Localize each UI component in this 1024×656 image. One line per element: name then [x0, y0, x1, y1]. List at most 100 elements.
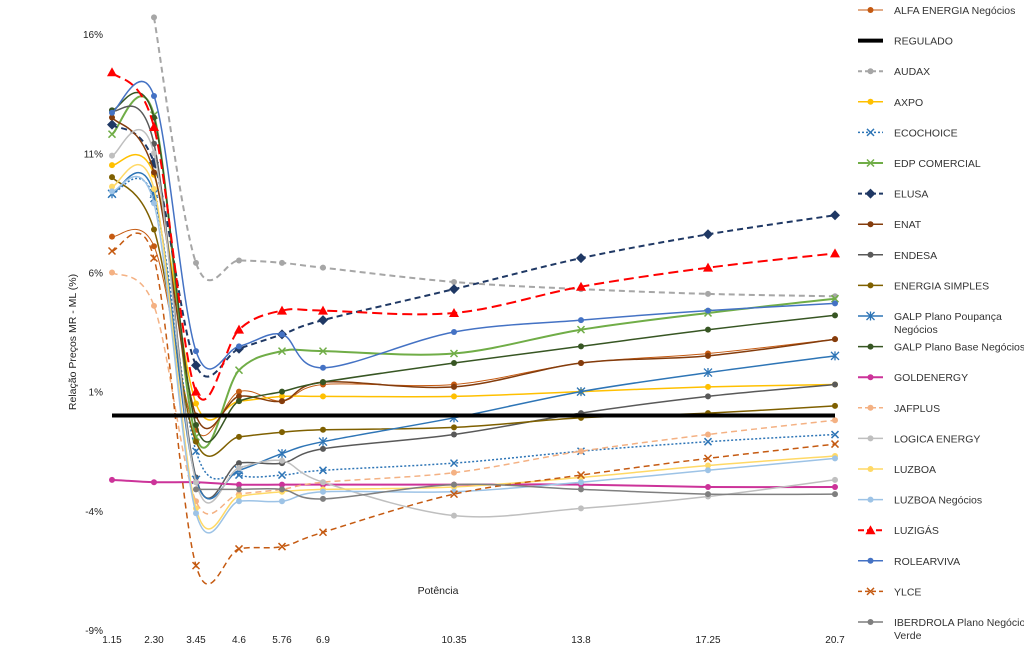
data-point	[318, 315, 328, 326]
data-point	[279, 486, 285, 493]
series-elusa	[107, 119, 840, 378]
data-point	[193, 400, 199, 407]
data-point	[451, 469, 457, 476]
data-point	[703, 454, 713, 463]
data-point	[279, 388, 285, 395]
series-line	[111, 153, 836, 421]
x-axis-title: Potência	[418, 585, 459, 597]
legend-label: ECOCHOICE	[894, 127, 958, 139]
data-point	[277, 347, 287, 356]
legend-marker	[866, 158, 875, 168]
legend-label: GALP Plano Base Negócios	[894, 342, 1024, 354]
data-point	[149, 122, 159, 132]
data-point	[451, 383, 457, 390]
data-point	[109, 269, 115, 276]
data-point	[832, 300, 838, 307]
data-point	[578, 317, 584, 324]
legend-label: REGULADO	[894, 36, 953, 48]
legend-marker	[867, 619, 874, 625]
data-point	[451, 278, 457, 285]
legend-item-audax: AUDAX	[858, 66, 930, 78]
data-point	[151, 226, 157, 233]
data-point	[109, 183, 115, 190]
legend-label: LUZIGÁS	[894, 524, 939, 537]
series-line	[111, 163, 836, 530]
data-point	[320, 488, 326, 495]
data-point	[451, 329, 457, 336]
legend-label: ENDESA	[894, 250, 937, 262]
data-point	[705, 491, 711, 498]
data-point	[576, 253, 586, 264]
legend-marker	[867, 7, 874, 13]
series-line	[111, 123, 836, 378]
series-enat	[109, 114, 838, 430]
series-alfa-energia-negocios	[109, 229, 838, 437]
legend-label: ELUSA	[894, 189, 928, 201]
legend-item-energia-simples: ENERGIA SIMPLES	[858, 280, 989, 292]
legend-item-axpo: AXPO	[858, 97, 923, 109]
data-point	[279, 331, 285, 338]
data-point	[705, 352, 711, 359]
data-point	[236, 398, 242, 405]
y-tick-label: 1%	[89, 388, 104, 399]
data-point	[236, 481, 242, 488]
legend-label: ENAT	[894, 219, 922, 231]
data-point	[109, 188, 115, 195]
data-point	[832, 312, 838, 319]
series-line	[111, 271, 836, 515]
x-tick-label: 6.9	[316, 635, 330, 646]
data-point	[318, 466, 328, 475]
data-point	[320, 364, 326, 371]
legend-item-luzboa-negocios: LUZBOA Negócios	[858, 495, 982, 507]
data-point	[234, 544, 244, 553]
series-line	[111, 128, 836, 518]
series-jafplus	[109, 269, 838, 515]
series-line	[111, 478, 836, 489]
legend-item-logica-energy: LOGICA ENERGY	[858, 433, 980, 445]
data-point	[193, 348, 199, 355]
data-point	[191, 386, 201, 396]
data-point	[451, 481, 457, 488]
legend-item-alfa-energia-negocios: ALFA ENERGIA Negócios	[858, 5, 1015, 17]
data-point	[578, 505, 584, 512]
data-point	[279, 481, 285, 488]
series-line	[111, 232, 836, 585]
data-point	[703, 229, 713, 240]
data-point	[193, 438, 199, 445]
series-audax	[151, 14, 838, 300]
y-axis-ticks: -9% -4% 1% 6% 11% 16%	[83, 30, 103, 637]
data-point	[578, 448, 584, 455]
data-point	[234, 324, 244, 334]
data-point	[277, 542, 287, 551]
series-line	[111, 105, 836, 499]
data-point	[279, 398, 285, 405]
legend-marker	[867, 496, 874, 503]
data-point	[109, 114, 115, 121]
data-point	[318, 528, 328, 537]
legend-item-endesa: ENDESA	[858, 250, 937, 262]
legend-item-luzigas: LUZIGÁS	[858, 524, 939, 537]
data-point	[705, 431, 711, 438]
legend-marker	[867, 374, 874, 381]
data-point	[236, 257, 242, 264]
legend-label: AXPO	[894, 97, 923, 109]
data-point	[318, 347, 328, 356]
series-iberdrola-plano-negocios-verde	[193, 481, 838, 502]
data-point	[576, 471, 586, 480]
data-point	[705, 467, 711, 474]
y-tick-label: -4%	[85, 507, 103, 518]
data-point	[449, 459, 459, 468]
data-point	[832, 455, 838, 462]
legend-label: LUZBOA Negócios	[894, 495, 982, 507]
legend-item-ecochoice: ECOCHOICE	[858, 127, 958, 139]
series-luzboa	[109, 163, 838, 530]
data-point	[193, 510, 199, 517]
legend-marker	[867, 435, 874, 442]
data-point	[703, 262, 713, 272]
data-point	[830, 430, 840, 439]
data-point	[151, 169, 157, 176]
data-point	[109, 476, 115, 483]
x-tick-label: 5.76	[272, 635, 292, 646]
data-point	[705, 462, 711, 469]
